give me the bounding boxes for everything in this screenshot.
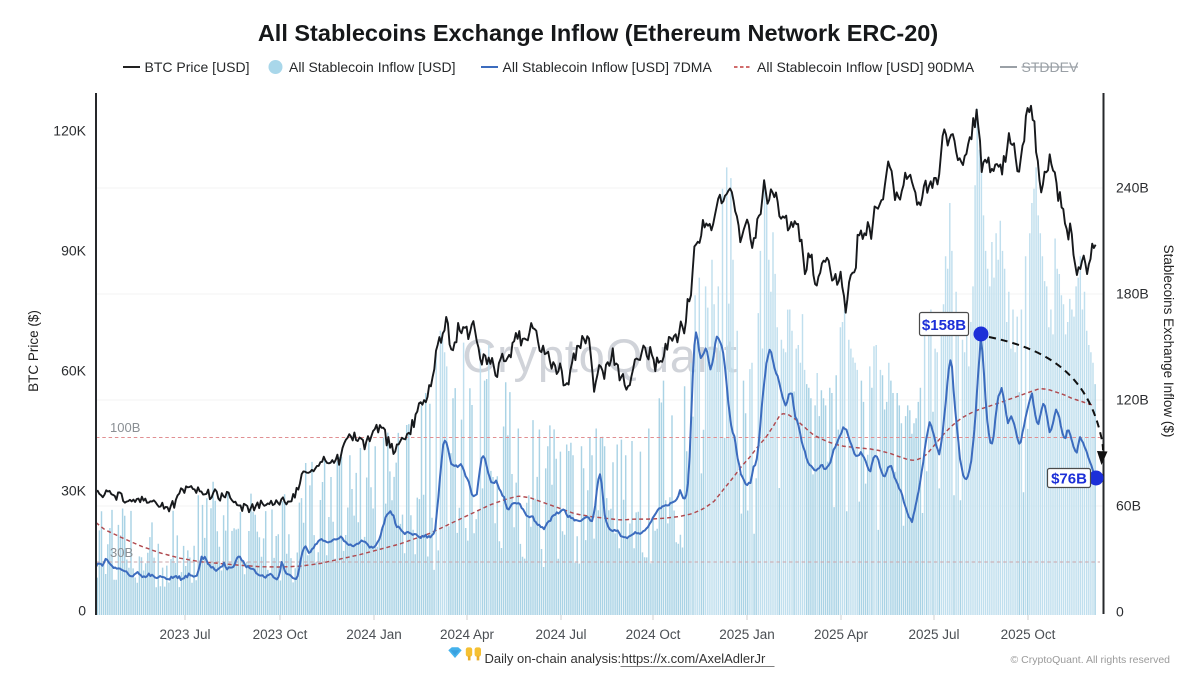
svg-text:120K: 120K — [53, 123, 86, 139]
svg-text:$158B: $158B — [922, 317, 966, 334]
svg-text:© CryptoQuant. All rights rese: © CryptoQuant. All rights reserved — [1011, 654, 1171, 666]
svg-text:2023 Jul: 2023 Jul — [159, 627, 210, 642]
svg-text:2025 Apr: 2025 Apr — [814, 627, 869, 642]
svg-text:60B: 60B — [1116, 498, 1141, 514]
svg-text:2025 Oct: 2025 Oct — [1001, 627, 1056, 642]
svg-text:https://x.com/AxelAdlerJr: https://x.com/AxelAdlerJr — [622, 651, 766, 666]
svg-text:100B: 100B — [110, 420, 140, 435]
svg-text:All Stablecoin Inflow [USD] 7D: All Stablecoin Inflow [USD] 7DMA — [503, 59, 713, 75]
svg-text:All Stablecoin Inflow [USD] 90: All Stablecoin Inflow [USD] 90DMA — [757, 59, 975, 75]
svg-text:Stablecoins Exchange Inflow ($: Stablecoins Exchange Inflow ($) — [1161, 245, 1176, 438]
svg-text:90K: 90K — [61, 243, 87, 259]
svg-text:2024 Jul: 2024 Jul — [535, 627, 586, 642]
svg-text:All Stablecoin Inflow [USD]: All Stablecoin Inflow [USD] — [289, 59, 456, 75]
svg-text:240B: 240B — [1116, 180, 1149, 196]
svg-text:All Stablecoins Exchange Inflo: All Stablecoins Exchange Inflow (Ethereu… — [258, 20, 938, 46]
svg-text:180B: 180B — [1116, 286, 1149, 302]
svg-text:0: 0 — [1116, 604, 1124, 620]
svg-text:2025 Jan: 2025 Jan — [719, 627, 775, 642]
svg-text:2023 Oct: 2023 Oct — [253, 627, 308, 642]
svg-text:2025 Jul: 2025 Jul — [908, 627, 959, 642]
svg-text:Daily on-chain analysis:: Daily on-chain analysis: — [485, 651, 622, 666]
svg-text:2024 Apr: 2024 Apr — [440, 627, 495, 642]
svg-text:BTC Price ($): BTC Price ($) — [26, 310, 41, 392]
svg-text:$76B: $76B — [1051, 471, 1087, 488]
svg-text:2024 Jan: 2024 Jan — [346, 627, 402, 642]
svg-text:120B: 120B — [1116, 392, 1149, 408]
svg-text:0: 0 — [78, 603, 86, 619]
svg-text:30B: 30B — [110, 545, 133, 560]
svg-text:30K: 30K — [61, 483, 87, 499]
svg-text:BTC Price [USD]: BTC Price [USD] — [145, 59, 250, 75]
svg-text:2024 Oct: 2024 Oct — [626, 627, 681, 642]
svg-text:60K: 60K — [61, 363, 87, 379]
